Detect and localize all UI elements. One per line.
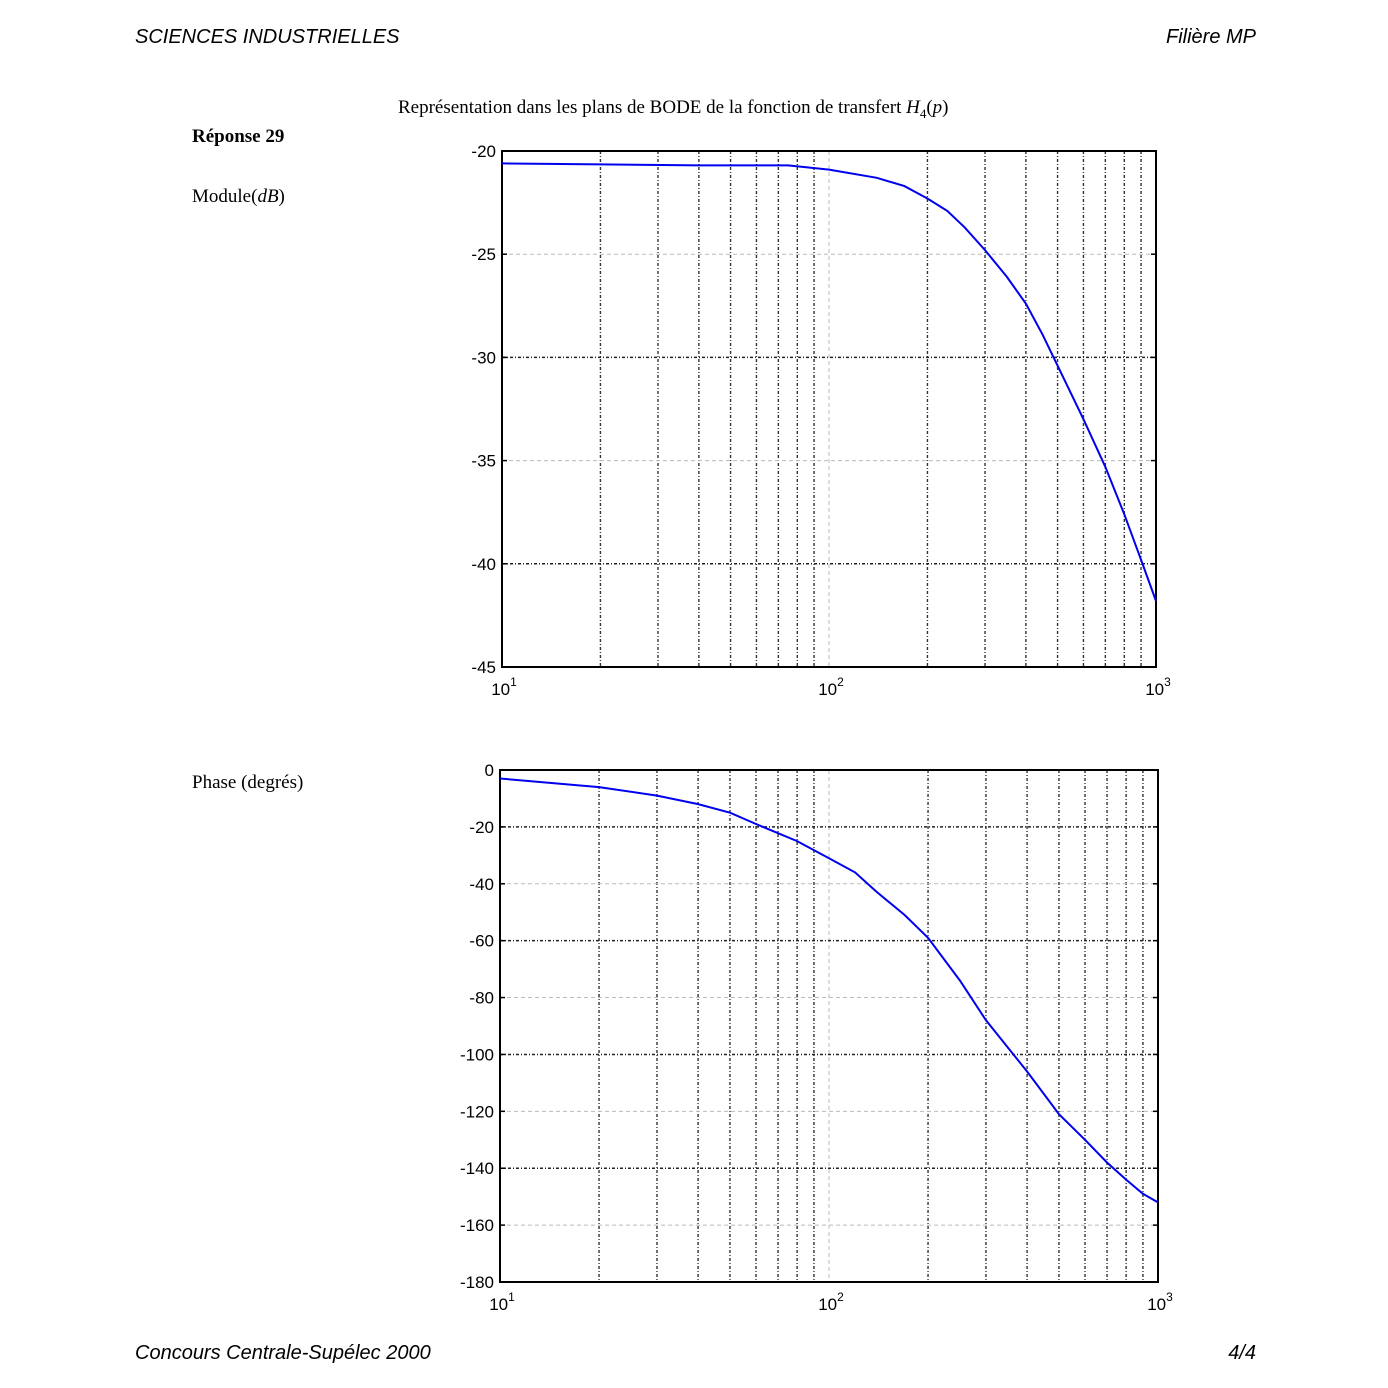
module-x-tick-label: 103 [1145, 675, 1171, 699]
phase-y-tick-label: -180 [460, 1273, 494, 1292]
module-y-tick-label: -40 [471, 555, 496, 574]
phase-x-tick-label: 103 [1147, 1290, 1173, 1314]
module-frame [501, 150, 1157, 668]
figure-title-arg: p [932, 97, 943, 118]
phase-y-tick-label: -60 [469, 932, 494, 951]
module-label-text: Module [192, 186, 252, 207]
figure-title-fn: H [906, 97, 920, 118]
phase-y-tick-label: -100 [460, 1045, 494, 1064]
module-label: Module(dB) [192, 186, 285, 207]
phase-label: Phase (degrés) [192, 772, 304, 793]
answer-label: Réponse 29 [192, 126, 285, 147]
module-y-tick-label: -45 [471, 658, 496, 677]
module-x-tick-label: 101 [491, 675, 517, 699]
footer-right: 4/4 [1228, 1342, 1256, 1364]
module-series-line [501, 162, 1157, 602]
phase-x-tick-label: 101 [489, 1290, 515, 1314]
header-right: Filière MP [1165, 26, 1256, 48]
module-y-tick-label: -20 [471, 142, 496, 161]
module-y-tick-label: -25 [471, 245, 496, 264]
phase-y-tick-label: -20 [469, 818, 494, 837]
phase-y-tick-label: -160 [460, 1216, 494, 1235]
phase-series-line [499, 777, 1159, 1204]
figure-title-text: Représentation dans les plans de BODE de… [398, 97, 902, 118]
phase-frame [499, 769, 1159, 1283]
phase-y-tick-label: -80 [469, 989, 494, 1008]
phase-y-tick-label: -120 [460, 1102, 494, 1121]
module-x-tick-label: 102 [818, 675, 844, 699]
figure-title-sub: 4 [919, 105, 927, 121]
module-unit: dB [257, 186, 279, 207]
phase-y-tick-label: -40 [469, 875, 494, 894]
phase-y-tick-label: 0 [485, 761, 494, 780]
header-left: SCIENCES INDUSTRIELLES [135, 26, 400, 48]
module-y-tick-label: -30 [471, 348, 496, 367]
figure-title: Représentation dans les plans de BODE de… [398, 97, 949, 121]
footer-left: Concours Centrale-Supélec 2000 [135, 1342, 431, 1364]
phase-x-tick-label: 102 [818, 1290, 844, 1314]
phase-y-tick-label: -140 [460, 1159, 494, 1178]
module-y-tick-label: -35 [471, 452, 496, 471]
